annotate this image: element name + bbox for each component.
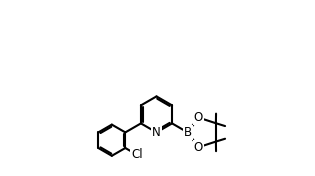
Text: N: N (152, 126, 161, 139)
Text: O: O (194, 141, 203, 154)
Text: O: O (194, 111, 203, 124)
Text: B: B (184, 126, 192, 139)
Text: Cl: Cl (131, 148, 143, 161)
